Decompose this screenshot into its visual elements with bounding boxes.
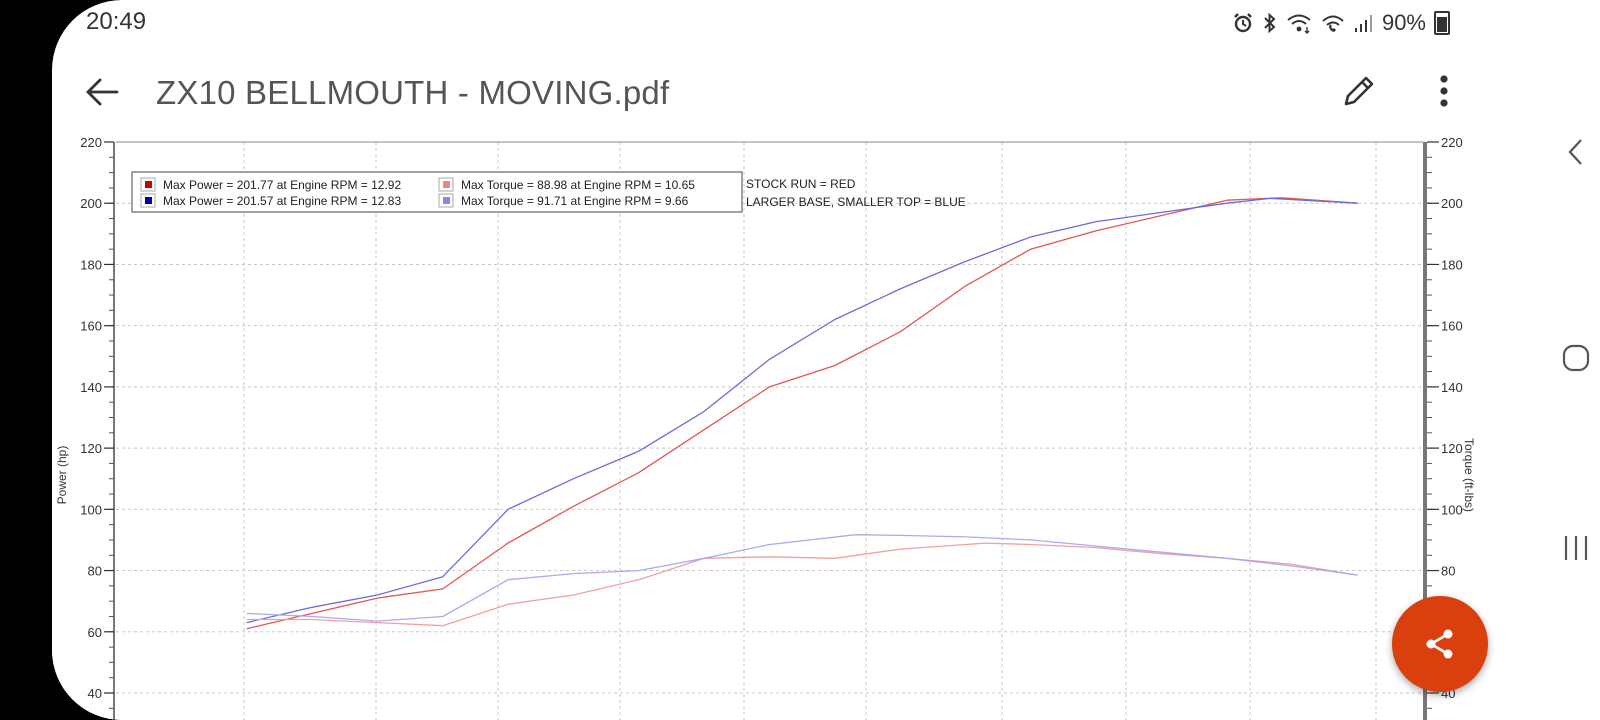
- wifi-calling-icon: [1322, 15, 1344, 32]
- left-axis-line: [113, 142, 115, 720]
- chart-series: [246, 197, 1358, 630]
- pdf-page-viewer[interactable]: 4040606080801001001201201401401601601801…: [52, 135, 1537, 720]
- legend-swatch-red-torque: [443, 181, 450, 188]
- status-time: 20:49: [86, 8, 147, 35]
- share-button[interactable]: [1392, 596, 1488, 692]
- y-tick-label-220: 220: [80, 138, 102, 150]
- y2-tick-label-200: 200: [1441, 196, 1463, 211]
- y-tick-label-100: 100: [80, 502, 102, 517]
- legend-swatch-blue-torque: [443, 197, 450, 204]
- battery-percent: 90%: [1381, 10, 1426, 35]
- more-vertical-icon: [1440, 75, 1448, 107]
- status-bar: 20:49: [52, 0, 1600, 48]
- torque-red-line: [246, 542, 1358, 627]
- y-tick-label-200: 200: [80, 196, 102, 211]
- y-axis-label: Power (hp): [55, 446, 69, 505]
- wifi-icon: [1287, 14, 1311, 34]
- pencil-icon: [1344, 76, 1374, 106]
- recents-icon: [1564, 536, 1588, 560]
- annotation-stock-run: STOCK RUN = RED: [746, 177, 856, 191]
- y2-tick-label-160: 160: [1441, 319, 1463, 334]
- back-button[interactable]: [80, 70, 124, 114]
- y-tick-label-80: 80: [88, 564, 102, 579]
- share-icon: [1426, 629, 1453, 659]
- arrow-back-icon: [86, 78, 119, 106]
- y2-axis-label: Torque (ft-lbs): [1462, 438, 1476, 512]
- edit-button[interactable]: [1336, 68, 1382, 114]
- y2-tick-label-100: 100: [1441, 502, 1463, 517]
- signal-icon: [1354, 15, 1372, 32]
- y-tick-label-180: 180: [80, 257, 102, 272]
- chart-axes: 4040606080801001001201201401401601601801…: [80, 135, 1463, 720]
- y2-tick-label-120: 120: [1441, 441, 1463, 456]
- dyno-chart: 4040606080801001001201201401401601601801…: [55, 135, 1476, 720]
- y-tick-label-140: 140: [80, 380, 102, 395]
- y-tick-label-40: 40: [88, 686, 102, 701]
- power-blue-line: [246, 197, 1358, 624]
- battery-icon: [1434, 11, 1450, 35]
- legend-red-power: Max Power = 201.77 at Engine RPM = 12.92: [163, 178, 401, 192]
- nav-recents-button[interactable]: [1552, 524, 1600, 572]
- navigation-bar: [1552, 0, 1600, 720]
- chart-grid: [116, 142, 1423, 720]
- y2-tick-label-220: 220: [1441, 138, 1463, 150]
- power-red-line: [246, 197, 1358, 630]
- home-icon: [1562, 344, 1590, 372]
- legend-blue-torque: Max Torque = 91.71 at Engine RPM = 9.66: [461, 194, 689, 208]
- y-tick-label-120: 120: [80, 441, 102, 456]
- nav-back-button[interactable]: [1552, 128, 1600, 176]
- legend-box: Max Power = 201.77 at Engine RPM = 12.92…: [131, 171, 743, 213]
- status-icons: 90%: [1232, 10, 1450, 36]
- app-surface: 20:49: [52, 0, 1600, 720]
- legend-red-torque: Max Torque = 88.98 at Engine RPM = 10.65: [461, 178, 695, 192]
- legend-swatch-blue-power: [145, 197, 152, 204]
- app-bar: ZX10 BELLMOUTH - MOVING.pdf: [52, 56, 1600, 126]
- y2-tick-label-140: 140: [1441, 380, 1463, 395]
- nav-home-button[interactable]: [1552, 334, 1600, 382]
- y2-tick-label-80: 80: [1441, 564, 1455, 579]
- chevron-left-icon: [1568, 139, 1582, 165]
- alarm-icon: [1234, 13, 1252, 33]
- right-axis-line: [1423, 142, 1427, 720]
- y-tick-label-60: 60: [88, 625, 102, 640]
- legend-swatch-red-power: [145, 181, 152, 188]
- document-title: ZX10 BELLMOUTH - MOVING.pdf: [156, 74, 670, 111]
- y2-tick-label-180: 180: [1441, 257, 1463, 272]
- y-tick-label-160: 160: [80, 319, 102, 334]
- bluetooth-icon: [1264, 12, 1276, 34]
- legend-blue-power: Max Power = 201.57 at Engine RPM = 12.83: [163, 194, 401, 208]
- torque-blue-line: [246, 534, 1358, 622]
- annotation-larger-base: LARGER BASE, SMALLER TOP = BLUE: [746, 195, 966, 209]
- more-options-button[interactable]: [1426, 68, 1462, 114]
